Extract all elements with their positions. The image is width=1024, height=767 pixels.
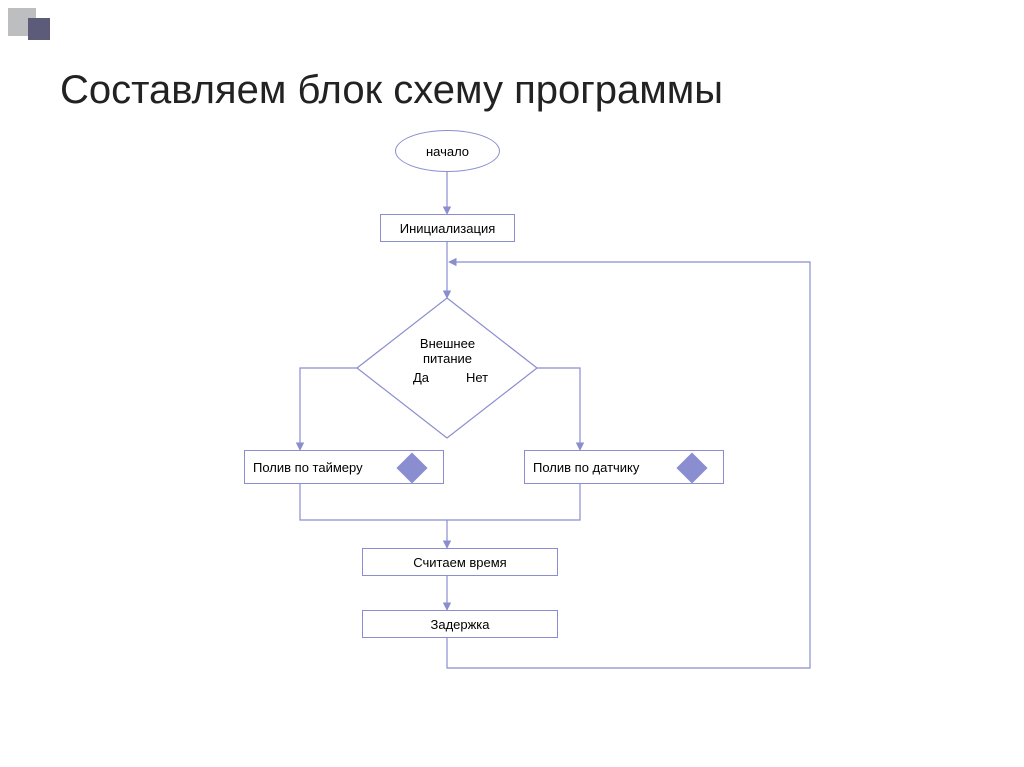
subprocess-marker-icon: [396, 452, 427, 483]
node-count: Считаем время: [362, 548, 558, 576]
node-sensor-label: Полив по датчику: [533, 460, 639, 475]
decision-branch-no: Нет: [466, 370, 488, 385]
node-start: начало: [395, 130, 500, 172]
node-start-label: начало: [426, 144, 469, 159]
node-sensor: Полив по датчику: [524, 450, 724, 484]
subprocess-marker-icon: [676, 452, 707, 483]
node-decision-label: Внешнее питание: [395, 336, 500, 366]
node-init-label: Инициализация: [400, 221, 496, 236]
node-count-label: Считаем время: [413, 555, 506, 570]
node-delay: Задержка: [362, 610, 558, 638]
node-init: Инициализация: [380, 214, 515, 242]
node-timer: Полив по таймеру: [244, 450, 444, 484]
flowchart-connectors: [0, 0, 1024, 767]
node-delay-label: Задержка: [430, 617, 489, 632]
node-timer-label: Полив по таймеру: [253, 460, 363, 475]
slide: Составляем блок схему программы: [0, 0, 1024, 767]
decision-branch-yes: Да: [413, 370, 429, 385]
